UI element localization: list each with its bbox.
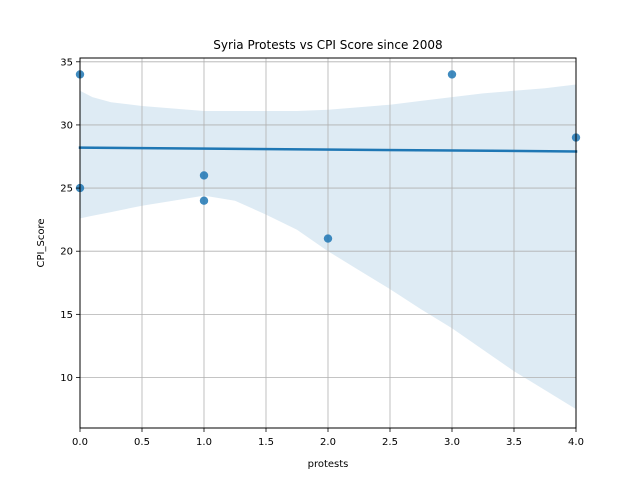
x-tick-label: 1.5 xyxy=(258,437,274,448)
x-tick-label: 3.5 xyxy=(506,437,522,448)
y-tick-label: 35 xyxy=(60,57,73,68)
data-point xyxy=(323,234,333,243)
ticks-layer: 0.0 0.5 1.0 1.5 2.0 2.5 3.0 3.5 4.0 10 15 20 25 30 35 xyxy=(60,57,584,448)
data-point xyxy=(447,70,457,79)
y-axis-label: CPI_Score xyxy=(36,219,47,268)
y-tick-label: 20 xyxy=(60,247,73,258)
regression-line xyxy=(78,146,578,153)
x-axis-label: protests xyxy=(308,459,349,470)
data-point xyxy=(199,171,209,180)
x-tick-label: 2.5 xyxy=(382,437,398,448)
chart-title: Syria Protests vs CPI Score since 2008 xyxy=(213,38,442,52)
y-tick-label: 25 xyxy=(60,184,73,195)
x-tick-label: 2.0 xyxy=(320,437,336,448)
x-tick-label: 1.0 xyxy=(196,437,212,448)
data-point xyxy=(199,196,209,205)
y-tick-label: 15 xyxy=(60,310,73,321)
y-tick-label: 10 xyxy=(60,373,73,384)
x-tick-label: 0.5 xyxy=(134,437,150,448)
regression-line-layer xyxy=(78,146,578,153)
x-tick-label: 4.0 xyxy=(568,437,584,448)
y-tick-label: 30 xyxy=(60,120,73,131)
x-tick-label: 0.0 xyxy=(72,437,88,448)
x-tick-label: 3.0 xyxy=(444,437,460,448)
